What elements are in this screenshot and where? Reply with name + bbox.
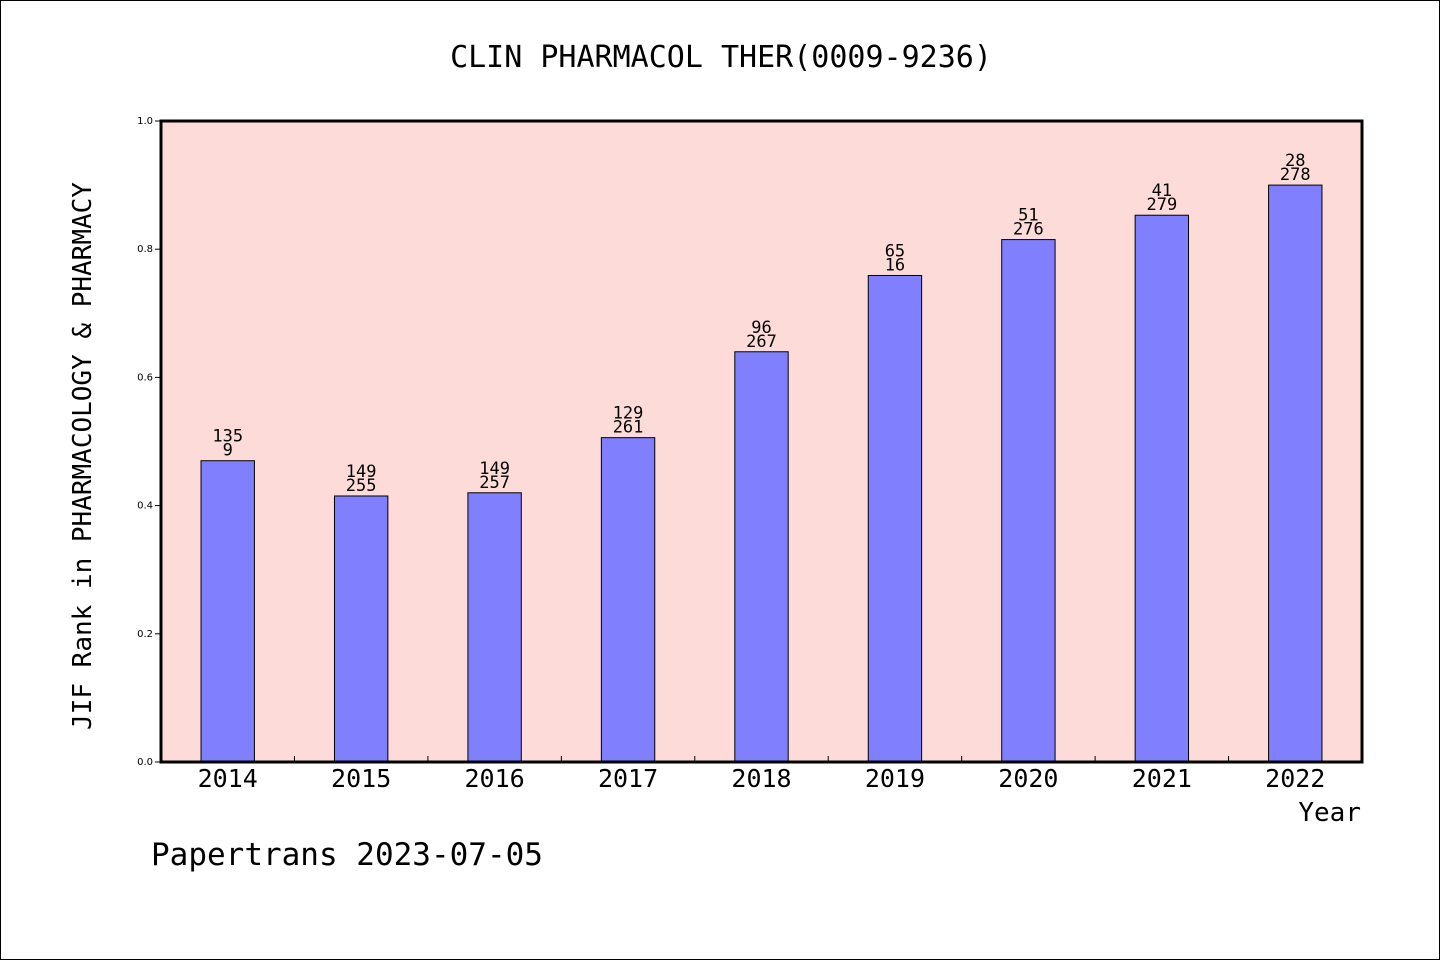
bar-label-rank: 51	[1018, 206, 1038, 226]
bar-label-rank: 96	[751, 318, 771, 338]
bar-2022	[1268, 184, 1323, 763]
bar-2016	[467, 492, 522, 763]
x-tick-label: 2015	[331, 764, 391, 793]
x-tick-label: 2019	[865, 764, 925, 793]
y-tick-label: 0.8	[137, 244, 153, 255]
bar-label-total: 278	[1280, 165, 1311, 185]
bar-2021	[1134, 214, 1190, 763]
bar-2018	[734, 351, 789, 763]
bar-label-total: 279	[1146, 195, 1177, 215]
x-tick-label: 2022	[1265, 764, 1325, 793]
bar-label-total: 267	[746, 332, 777, 352]
bar-label-rank: 149	[346, 462, 377, 482]
bar-series	[200, 184, 1323, 763]
bar-label-rank: 129	[613, 404, 644, 424]
x-tick-label: 2017	[598, 764, 658, 793]
y-tick-label: 0.0	[137, 757, 153, 768]
bar-2019	[867, 274, 923, 763]
x-tick-label: 2014	[198, 764, 258, 793]
y-tick-label: 1.0	[137, 116, 153, 127]
bar-2014	[200, 460, 255, 763]
bar-label-total: 16	[885, 255, 905, 275]
y-tick-label: 0.4	[137, 501, 153, 512]
bar-label-rank: 28	[1285, 151, 1305, 171]
y-axis-label: JIF Rank in PHARMACOLOGY & PHARMACY	[68, 182, 98, 730]
y-tick-label: 0.6	[137, 372, 153, 383]
bar-label-total: 276	[1013, 220, 1044, 240]
bar-label-total: 257	[479, 473, 510, 493]
bar-2017	[600, 437, 656, 763]
bar-label-rank: 41	[1152, 181, 1172, 201]
y-tick-label: 0.2	[137, 629, 153, 640]
footer-credit: Papertrans 2023-07-05	[151, 837, 543, 873]
x-tick-label: 2021	[1132, 764, 1192, 793]
bar-label-total: 9	[223, 441, 233, 461]
x-axis: 2014 2015 2016 2017 2018 2019 2020 2021 2022	[198, 756, 1325, 793]
x-tick-label: 2016	[465, 764, 525, 793]
bar-2015	[333, 495, 389, 763]
chart-title: CLIN PHARMACOL THER(0009-9236)	[450, 40, 992, 75]
bar-2020	[1001, 239, 1056, 763]
bar-label-rank: 65	[885, 241, 905, 261]
bar-label-rank: 149	[479, 459, 510, 479]
plot-border	[159, 119, 1364, 764]
bar-label-total: 261	[613, 418, 644, 438]
bar-label-total: 255	[346, 476, 377, 496]
y-axis: 0.0 0.2 0.4 0.6 0.8 1.0	[137, 116, 161, 768]
bar-label-rank: 135	[212, 427, 243, 447]
x-tick-label: 2018	[731, 764, 791, 793]
data-labels: 1359149255149257129261962676516512764127…	[212, 151, 1310, 496]
x-axis-label: Year	[1298, 798, 1361, 828]
x-tick-label: 2020	[998, 764, 1058, 793]
